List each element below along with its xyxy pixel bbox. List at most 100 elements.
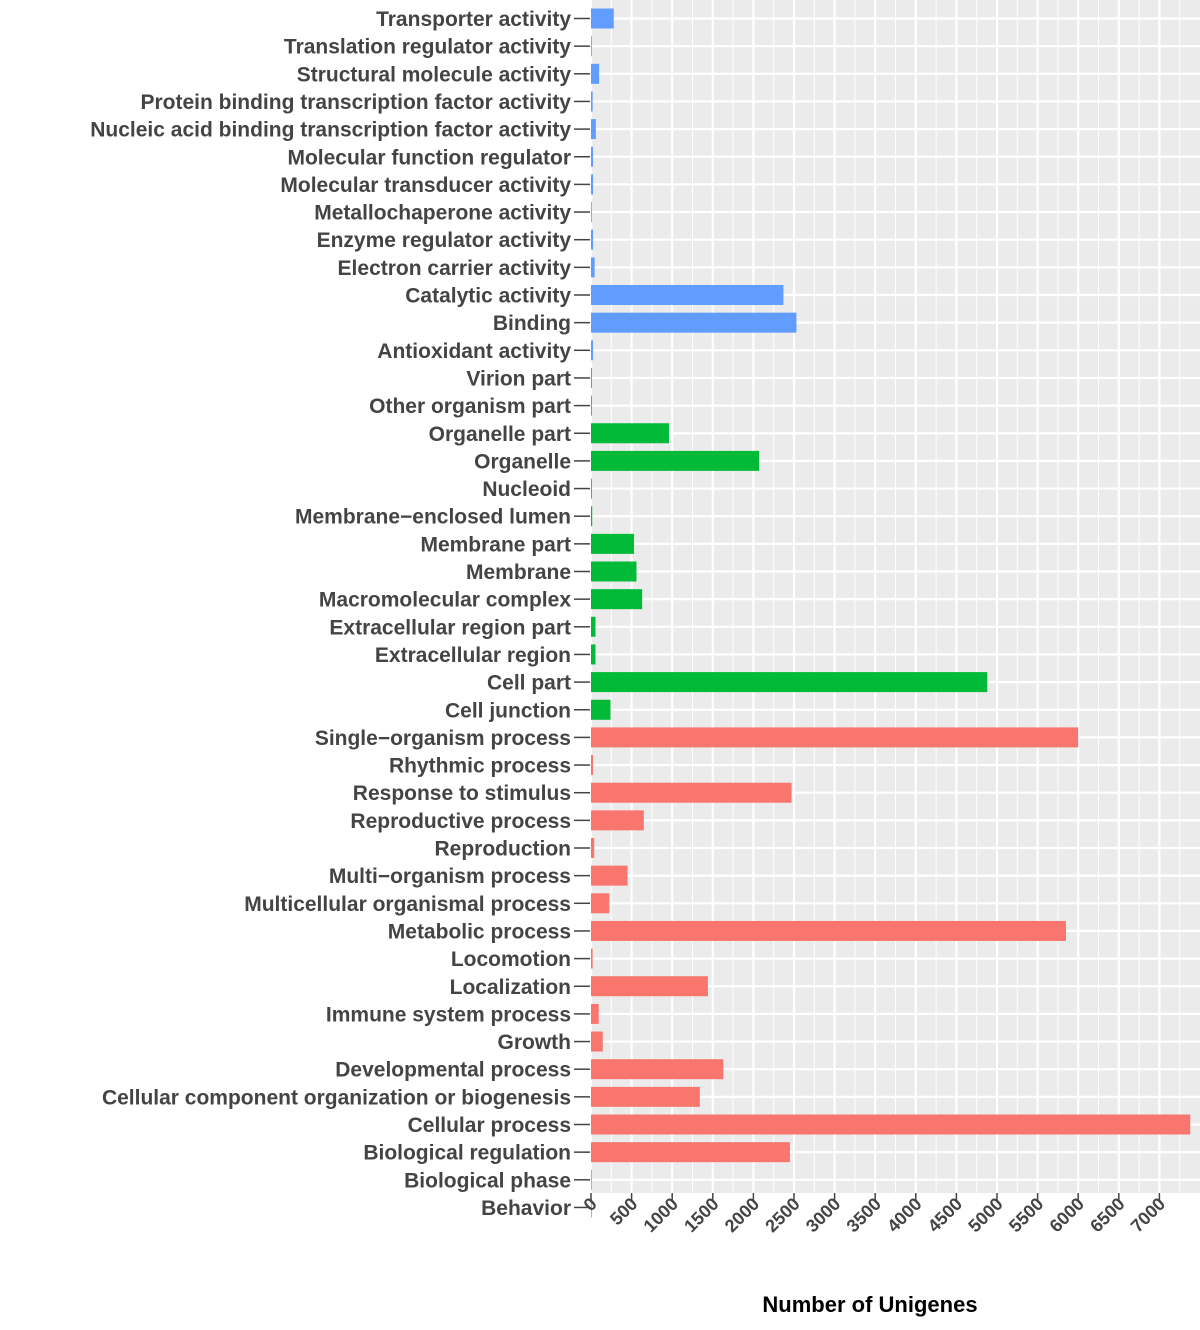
bar-localization (591, 976, 708, 997)
category-label-virion-part: Virion part (466, 367, 571, 390)
category-label-metabolic-process: Metabolic process (388, 920, 571, 943)
category-label-nucleic-acid-binding-transcription-factor-activity: Nucleic acid binding transcription facto… (90, 119, 571, 142)
bar-growth (591, 1031, 603, 1052)
x-tick-label-1500: 1500 (680, 1194, 722, 1236)
bar-membrane (591, 561, 637, 582)
category-label-cellular-process: Cellular process (408, 1114, 571, 1137)
category-label-biological-phase: Biological phase (404, 1169, 571, 1192)
bar-membrane-part (591, 533, 635, 554)
bar-locomotion (591, 948, 593, 969)
category-label-transporter-activity: Transporter activity (376, 8, 571, 31)
category-label-multi-organism-process: Multi−organism process (329, 865, 571, 888)
bar-biological-phase (591, 1169, 592, 1190)
bar-virion-part (591, 367, 592, 388)
bar-nucleoid (591, 478, 592, 499)
x-tick-label-2000: 2000 (721, 1194, 763, 1236)
bar-structural-molecule-activity (591, 63, 600, 84)
category-label-biological-regulation: Biological regulation (363, 1142, 571, 1165)
category-label-reproduction: Reproduction (435, 838, 572, 861)
x-tick-label-3000: 3000 (802, 1194, 844, 1236)
category-label-membrane-part: Membrane part (420, 533, 571, 556)
bar-transporter-activity (591, 8, 614, 29)
bar-membrane-enclosed-lumen (591, 506, 593, 527)
category-label-behavior: Behavior (481, 1197, 571, 1220)
category-label-structural-molecule-activity: Structural molecule activity (297, 63, 572, 86)
x-tick-label-0: 0 (580, 1194, 601, 1215)
category-label-layer: Transporter activity Translation regulato… (90, 8, 571, 1220)
category-label-locomotion: Locomotion (451, 948, 571, 971)
category-label-membrane: Membrane (466, 561, 571, 584)
x-tick-label-7000: 7000 (1127, 1194, 1169, 1236)
category-label-antioxidant-activity: Antioxidant activity (377, 340, 571, 363)
category-label-molecular-transducer-activity: Molecular transducer activity (280, 174, 571, 197)
bar-behavior (591, 1197, 592, 1218)
category-label-immune-system-process: Immune system process (326, 1003, 571, 1026)
x-tick-label-6500: 6500 (1086, 1194, 1128, 1236)
x-axis-title: Number of Unigenes (762, 1292, 977, 1317)
x-tick-label-3500: 3500 (843, 1194, 885, 1236)
x-tick-label-5000: 5000 (964, 1194, 1006, 1236)
bar-developmental-process (591, 1059, 724, 1080)
category-label-metallochaperone-activity: Metallochaperone activity (314, 202, 571, 225)
bar-nucleic-acid-binding-transcription-factor-activity (591, 119, 596, 140)
bar-enzyme-regulator-activity (591, 229, 594, 250)
bar-reproductive-process (591, 810, 644, 831)
bar-organelle (591, 450, 760, 471)
category-label-extracellular-region: Extracellular region (375, 644, 571, 667)
bar-rhythmic-process (591, 755, 594, 776)
category-label-localization: Localization (450, 976, 571, 999)
category-label-nucleoid: Nucleoid (482, 478, 571, 501)
category-label-molecular-function-regulator: Molecular function regulator (287, 146, 571, 169)
category-label-enzyme-regulator-activity: Enzyme regulator activity (317, 229, 572, 252)
bar-biological-regulation (591, 1142, 790, 1163)
bar-multi-organism-process (591, 865, 628, 886)
category-label-other-organism-part: Other organism part (369, 395, 571, 418)
category-label-rhythmic-process: Rhythmic process (389, 755, 571, 778)
category-label-translation-regulator-activity: Translation regulator activity (284, 36, 571, 59)
bar-single-organism-process (591, 727, 1079, 748)
category-label-membrane-enclosed-lumen: Membrane−enclosed lumen (295, 506, 571, 529)
bar-layer (591, 8, 1191, 1218)
x-tick-label-4000: 4000 (883, 1194, 925, 1236)
category-label-extracellular-region-part: Extracellular region part (329, 616, 571, 639)
x-tick-label-4500: 4500 (924, 1194, 966, 1236)
bar-cellular-process (591, 1114, 1191, 1135)
category-label-reproductive-process: Reproductive process (350, 810, 571, 833)
bar-other-organism-part (591, 395, 592, 416)
bar-response-to-stimulus (591, 782, 792, 803)
category-label-protein-binding-transcription-factor-activity: Protein binding transcription factor act… (140, 91, 571, 114)
bar-binding (591, 312, 797, 333)
bar-translation-regulator-activity (591, 36, 592, 57)
bar-cellular-component-organization-or-biogenesis (591, 1086, 700, 1107)
category-label-catalytic-activity: Catalytic activity (405, 285, 571, 308)
category-label-response-to-stimulus: Response to stimulus (353, 782, 571, 805)
bar-immune-system-process (591, 1003, 599, 1024)
category-label-cell-junction: Cell junction (445, 699, 571, 722)
bar-extracellular-region-part (591, 616, 596, 637)
bar-cell-part (591, 672, 988, 693)
category-label-cell-part: Cell part (487, 672, 571, 695)
bar-cell-junction (591, 699, 611, 720)
x-tick-label-2500: 2500 (761, 1194, 803, 1236)
bar-multicellular-organismal-process (591, 893, 610, 914)
bar-molecular-transducer-activity (591, 174, 594, 195)
category-label-growth: Growth (498, 1031, 572, 1054)
x-tick-label-1000: 1000 (640, 1194, 682, 1236)
bar-macromolecular-complex (591, 589, 643, 610)
bar-antioxidant-activity (591, 340, 594, 361)
x-tick-label-500: 500 (606, 1194, 641, 1229)
bar-metallochaperone-activity (591, 202, 592, 223)
category-label-developmental-process: Developmental process (335, 1059, 571, 1082)
x-tick-label-6000: 6000 (1046, 1194, 1088, 1236)
category-label-electron-carrier-activity: Electron carrier activity (338, 257, 572, 280)
bar-protein-binding-transcription-factor-activity (591, 91, 593, 112)
bar-reproduction (591, 838, 595, 858)
category-label-cellular-component-organization-or-biogenesis: Cellular component organization or bioge… (102, 1086, 571, 1109)
category-label-binding: Binding (493, 312, 571, 335)
x-tick-label-5500: 5500 (1005, 1194, 1047, 1236)
category-label-multicellular-organismal-process: Multicellular organismal process (244, 893, 571, 916)
bar-molecular-function-regulator (591, 146, 594, 167)
category-label-organelle: Organelle (474, 450, 571, 473)
